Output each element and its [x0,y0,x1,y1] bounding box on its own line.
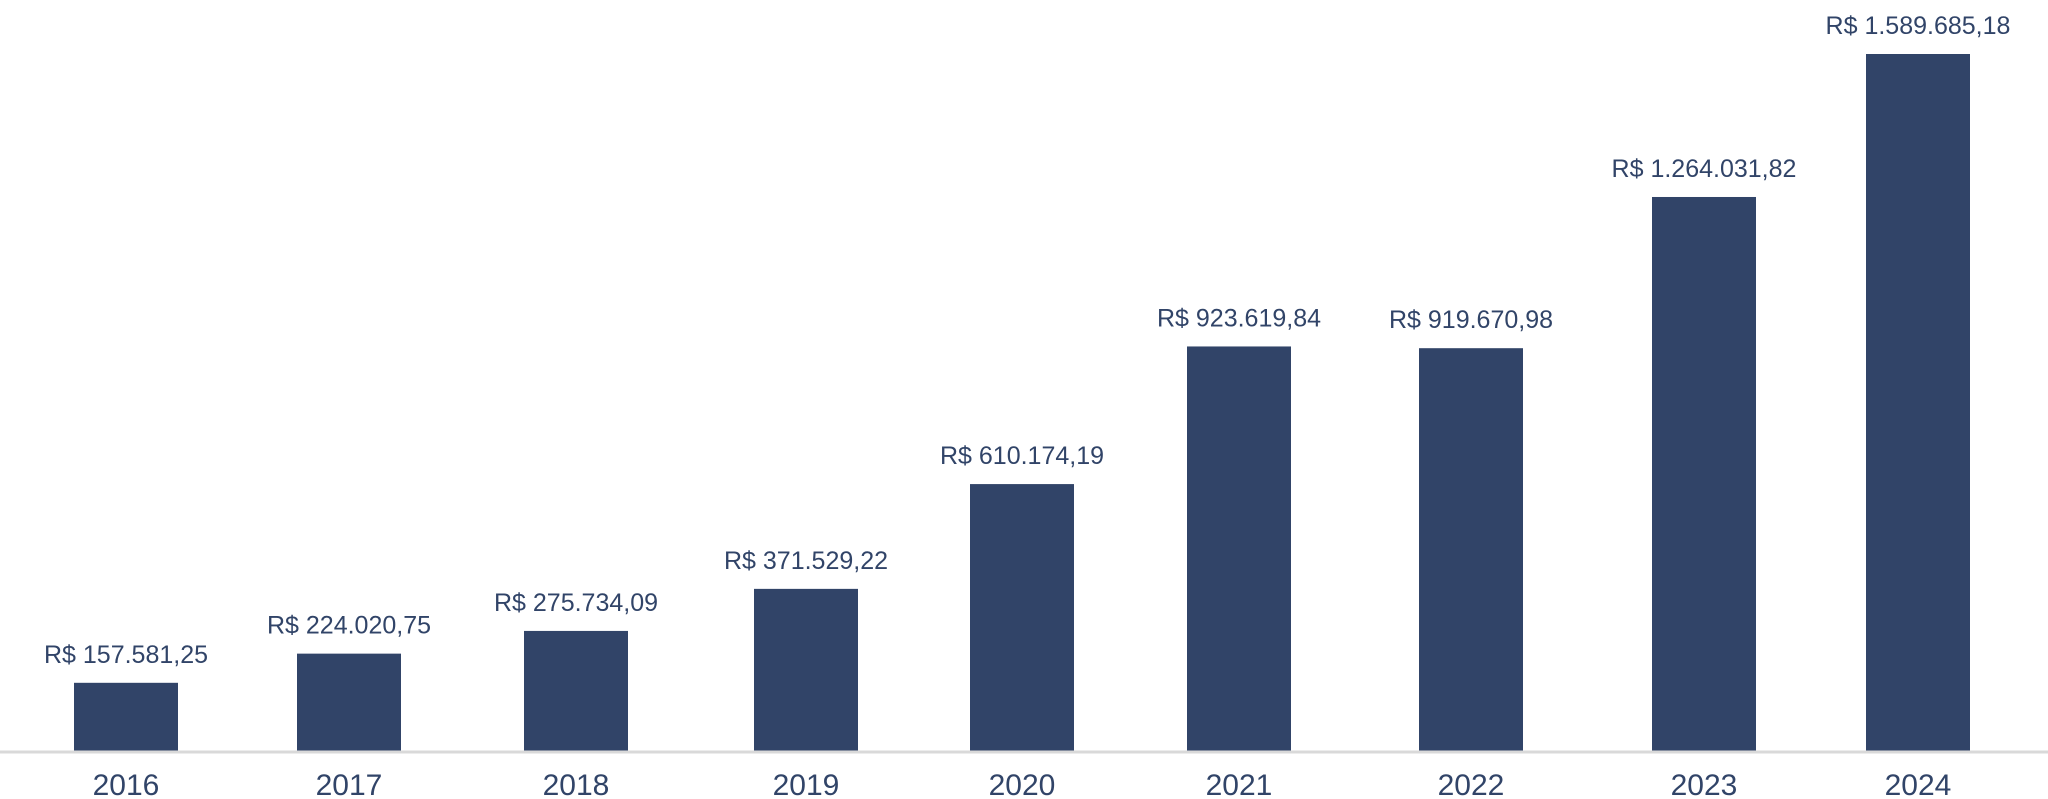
x-tick-label-2019: 2019 [773,769,840,799]
data-label-2017: R$ 224.020,75 [267,612,431,640]
x-tick-label-2018: 2018 [543,769,610,799]
x-tick-label-2022: 2022 [1438,769,1505,799]
data-label-2016: R$ 157.581,25 [44,641,208,669]
x-tick-label-2017: 2017 [316,769,383,799]
data-label-2022: R$ 919.670,98 [1389,306,1553,334]
bars-group [74,54,1970,752]
bar-2017 [297,653,401,752]
x-tick-label-2023: 2023 [1671,769,1738,799]
bar-2021 [1187,346,1291,752]
x-tick-label-2021: 2021 [1206,769,1273,799]
data-label-2023: R$ 1.264.031,82 [1612,155,1797,183]
data-label-2024: R$ 1.589.685,18 [1826,12,2011,40]
bar-2018 [524,630,628,752]
x-tick-label-2016: 2016 [93,769,160,799]
bar-2023 [1652,196,1756,752]
data-label-2020: R$ 610.174,19 [940,442,1104,470]
x-tick-labels-group: 2016 2017 2018 2019 2020 2021 2022 2023 2024 [93,769,1952,799]
bar-2019 [754,588,858,752]
x-tick-label-2020: 2020 [989,769,1056,799]
bar-2024 [1866,54,1970,752]
bar-2022 [1419,348,1523,752]
data-label-2019: R$ 371.529,22 [724,547,888,575]
value-labels-group: R$ 157.581,25 R$ 224.020,75 R$ 275.734,09 R… [44,12,2010,669]
x-tick-label-2024: 2024 [1885,769,1952,799]
data-label-2021: R$ 923.619,84 [1157,304,1321,332]
bar-2020 [970,484,1074,752]
bar-2016 [74,682,178,752]
data-label-2018: R$ 275.734,09 [494,589,658,617]
